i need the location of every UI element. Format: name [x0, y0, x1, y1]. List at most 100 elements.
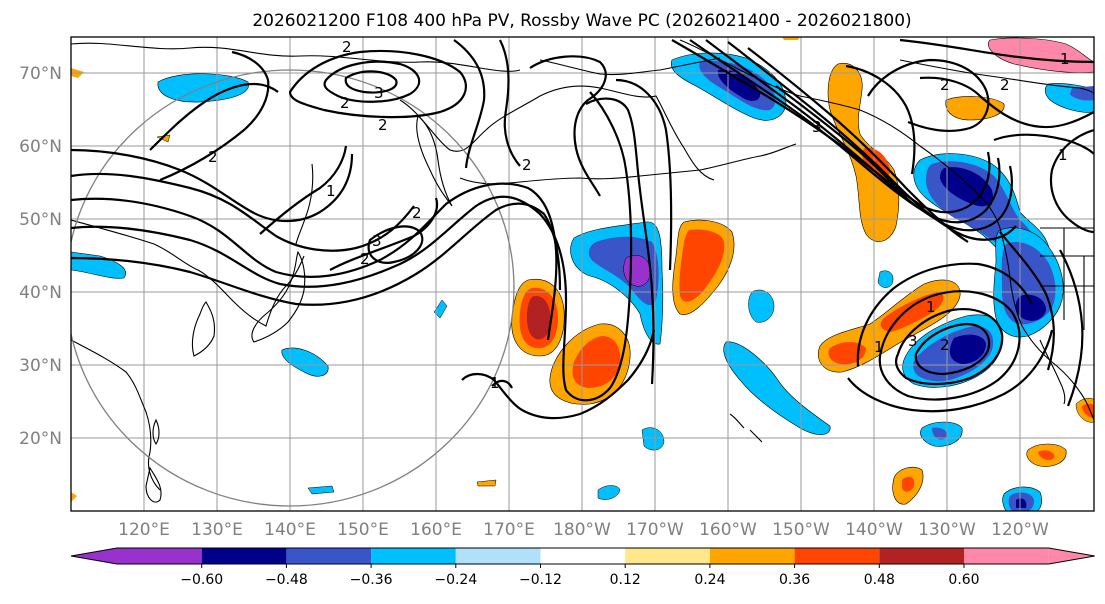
coastline-east-china [71, 339, 161, 491]
anomaly-orange [71, 492, 77, 502]
anomaly-blue [1070, 86, 1094, 101]
anomaly-darkblue [949, 334, 986, 364]
coastline-philippines [145, 466, 162, 503]
pv-contour [71, 172, 415, 252]
anomaly-red [679, 229, 725, 302]
contour-label: 1 [874, 338, 884, 356]
anomaly-red [1038, 450, 1055, 460]
lon-label: 160°W [699, 520, 757, 540]
lon-label: 150°E [337, 520, 389, 540]
contour-label: 1 [490, 374, 500, 392]
contour-label: 2 [342, 38, 352, 56]
anomaly-orange [945, 96, 1005, 121]
lon-label: 130°W [918, 520, 976, 540]
coastlines [71, 39, 1094, 503]
contour-label: 1 [1058, 146, 1068, 164]
contour-label: 1 [1060, 50, 1070, 68]
pv-contour [585, 97, 655, 385]
coastline-canada-arctic [899, 59, 1094, 95]
colorbar-segment [540, 548, 626, 564]
pv-contour [329, 197, 439, 271]
colorbar-segment [117, 548, 202, 564]
coastline-hawaii [729, 413, 763, 443]
anomaly-darkred [526, 296, 551, 340]
pv-contour [491, 379, 513, 389]
contour-label: 2 [940, 76, 950, 94]
pv-contour [993, 133, 1094, 155]
lon-label: 180°W [553, 520, 611, 540]
pv-contour [919, 76, 1094, 129]
contour-label: 3 [908, 332, 918, 350]
colorbar-segment [879, 548, 964, 564]
contour-label: 3 [812, 118, 822, 136]
anomaly-orange [476, 479, 497, 487]
colorbar-tick-label: 0.24 [694, 572, 725, 588]
colorbar-extend-max [1048, 548, 1095, 564]
coastline-siberia-east [399, 85, 715, 181]
contour-label: 2 [208, 148, 218, 166]
pv-contour [1049, 128, 1094, 234]
lon-label: 170°E [483, 520, 535, 540]
pv-contour [914, 322, 991, 376]
pv-contour [367, 225, 424, 264]
colorbar-segment [964, 548, 1049, 564]
pv-contour [899, 38, 1094, 64]
lon-label: 120°E [118, 520, 170, 540]
colorbar-tick-label: −0.12 [519, 572, 562, 588]
coastline-asia [71, 42, 521, 72]
anomaly-red [1082, 403, 1094, 418]
pv-contour [461, 329, 656, 420]
colorbar-tick-label: 0.48 [864, 572, 895, 588]
contour-label: 2 [412, 204, 422, 222]
anomaly-cyan [597, 485, 621, 500]
colorbar-tick-label: 0.12 [610, 572, 641, 588]
coastline-taiwan [152, 418, 160, 445]
contour-label: 2 [340, 94, 350, 112]
colorbar-tick-label: 0.60 [948, 572, 979, 588]
anomaly-cyan [877, 270, 894, 288]
coastline-aleutians [459, 143, 797, 185]
anomaly-red [572, 336, 621, 388]
colorbar-segment [794, 548, 880, 564]
anomaly-red [902, 476, 915, 492]
contour-label: 1 [326, 182, 336, 200]
anomaly-cyan [307, 485, 335, 495]
pv-contour [71, 148, 354, 222]
lon-axis: 120°E 130°E 140°E 150°E 160°E 170°E 180°… [118, 520, 1049, 540]
coastline-baja [1039, 339, 1066, 405]
pv-contour [747, 47, 969, 243]
pv-contours [71, 38, 1094, 420]
colorbar-outline [70, 547, 1095, 565]
anomaly-orange [782, 37, 800, 40]
contour-label: 3 [372, 232, 382, 250]
lat-label: 70°N [19, 64, 62, 84]
colorbar-segment [455, 548, 541, 564]
colorbar-extend-min [71, 548, 117, 564]
pv-contour [288, 49, 468, 119]
contour-label: 2 [378, 116, 388, 134]
map-frame [70, 36, 1095, 512]
lat-axis: 70°N 60°N 50°N 40°N 30°N 20°N [19, 64, 62, 449]
graticule [71, 37, 1094, 511]
lon-label: 130°E [191, 520, 243, 540]
coastline-japan [251, 250, 306, 343]
colorbar-tick-label: 0.36 [779, 572, 810, 588]
pv-contour [775, 85, 909, 201]
contour-label: 1 [926, 298, 936, 316]
anomaly-cyan [748, 289, 775, 323]
lat-label: 40°N [19, 283, 62, 303]
colorbar-segment [625, 548, 710, 564]
lon-label: 140°W [845, 520, 903, 540]
lon-label: 150°W [772, 520, 830, 540]
anomaly-darkblue [1016, 498, 1027, 508]
lon-label: 160°E [410, 520, 462, 540]
coastline-alaska-north [539, 57, 721, 76]
pv-contour [149, 83, 279, 151]
pv-contour [856, 262, 1033, 367]
pv-contour [895, 308, 1004, 386]
colorbar-segment [286, 548, 372, 564]
coastline-korea [191, 301, 216, 357]
pv-contour [999, 231, 1055, 371]
contour-label: 2 [1000, 76, 1010, 94]
